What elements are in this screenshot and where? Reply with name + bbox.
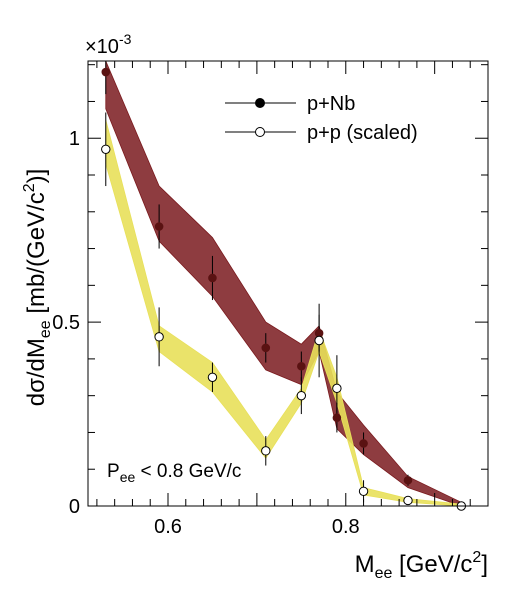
y-tick-label: 1	[69, 128, 80, 150]
legend-label-pnb: p+Nb	[307, 93, 355, 115]
band-pp	[105, 119, 462, 506]
axis-ticks	[88, 61, 489, 507]
legend-marker-pnb	[255, 98, 265, 108]
data-point-pp	[332, 383, 342, 394]
data-point-pp	[314, 335, 324, 346]
data-point-pp	[261, 446, 271, 456]
data-markers	[101, 67, 467, 511]
data-point-pnb	[332, 413, 342, 423]
data-point-pnb	[101, 67, 111, 77]
legend: p+Nb p+p (scaled)	[225, 93, 418, 144]
data-point-pp	[358, 486, 369, 496]
legend-label-pp: p+p (scaled)	[307, 122, 418, 144]
legend-marker-pp	[255, 127, 265, 137]
y-tick-label: 0	[69, 496, 80, 518]
band-pnb	[105, 61, 462, 506]
data-point-pp	[101, 144, 111, 154]
y-tick-label: 0.5	[52, 312, 80, 334]
data-point-pp	[296, 390, 307, 401]
x-axis-title: Mee [GeV/c2]	[355, 549, 488, 582]
data-point-pnb	[359, 439, 368, 448]
data-point-pp	[403, 495, 413, 506]
uncertainty-bands	[105, 61, 462, 506]
data-point-pnb	[403, 475, 413, 485]
data-point-pnb	[208, 273, 217, 283]
data-point-pnb	[297, 361, 306, 371]
plot-frame	[87, 60, 489, 507]
tick-labels: 0.6 0.8 0 0.5 1	[52, 128, 359, 538]
data-point-pnb	[261, 343, 271, 353]
y-multiplier: ×10-3	[85, 31, 132, 58]
data-point-pnb	[154, 222, 164, 231]
momentum-cut-annotation: Pee < 0.8 GeV/c	[107, 461, 241, 485]
x-tick-label: 0.6	[154, 516, 182, 538]
data-point-pp	[207, 372, 218, 382]
y-axis-title: dσ/dMee [mb/(GeV/c2)]	[21, 169, 54, 407]
data-point-pp	[154, 332, 164, 342]
x-tick-label: 0.8	[332, 516, 360, 538]
